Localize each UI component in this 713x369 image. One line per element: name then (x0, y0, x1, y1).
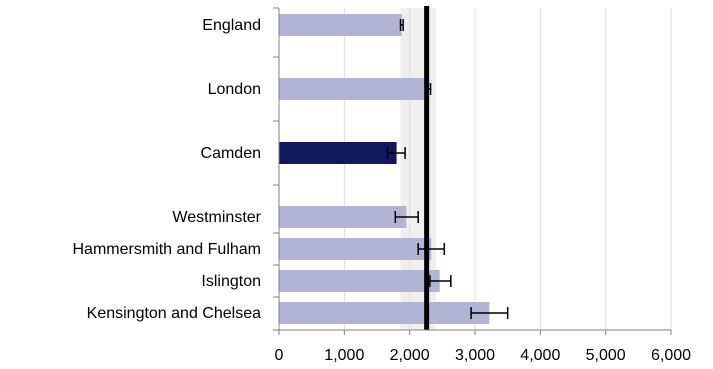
category-label-england: England (202, 17, 261, 34)
x-tick-label-5000: 5,000 (586, 347, 626, 364)
bar-camden (279, 142, 397, 164)
error-bar-england (399, 19, 404, 31)
bars (279, 14, 490, 324)
x-tick-label-0: 0 (275, 347, 284, 364)
category-label-kensington-and-chelsea: Kensington and Chelsea (87, 305, 261, 322)
error-bar-camden (386, 147, 406, 159)
x-tick-label-4000: 4,000 (520, 347, 560, 364)
category-label-hammersmith-and-fulham: Hammersmith and Fulham (73, 241, 262, 258)
axes (273, 7, 672, 335)
error-bar-kensington-and-chelsea (470, 307, 509, 319)
category-label-london: London (208, 81, 261, 98)
x-tick-label-6000: 6,000 (651, 347, 691, 364)
bar-islington (279, 270, 440, 292)
category-labels: England London Camden Westminster Hammersmit… (73, 17, 262, 322)
error-bar-hammersmith-and-fulham (417, 243, 446, 255)
gridlines (343, 8, 672, 330)
bar-london (279, 78, 428, 100)
bar-england (279, 14, 402, 36)
bar-hammersmith-and-fulham (279, 238, 432, 260)
category-label-westminster: Westminster (172, 209, 261, 226)
x-tick-labels: 0 1,000 2,000 3,000 4,000 5,000 6,000 (275, 347, 692, 364)
category-label-camden: Camden (201, 145, 261, 162)
error-bar-islington (429, 275, 452, 287)
bar-kensington-and-chelsea (279, 302, 490, 324)
x-tick-label-3000: 3,000 (455, 347, 495, 364)
x-tick-label-2000: 2,000 (390, 347, 430, 364)
error-bar-westminster (394, 211, 419, 223)
bar-westminster (279, 206, 407, 228)
x-tick-label-1000: 1,000 (324, 347, 364, 364)
category-label-islington: Islington (201, 273, 261, 290)
